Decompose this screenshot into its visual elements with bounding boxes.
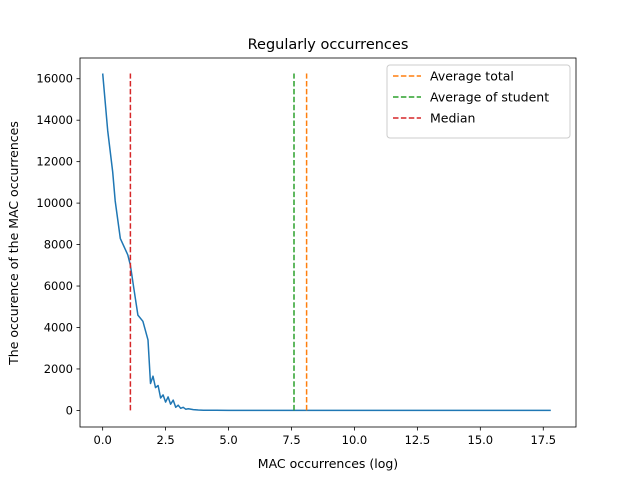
y-tick-label: 6000	[44, 279, 73, 293]
x-tick-label: 10.0	[342, 433, 368, 447]
y-tick-label: 8000	[44, 238, 73, 252]
x-tick-label: 5.0	[219, 433, 237, 447]
legend-label-average-of-student: Average of student	[430, 90, 549, 105]
series-line-data	[101, 73, 551, 412]
plot-area: 0.0 2.5 5.0 7.5 10.0 12.5 15.0 17.5 0 2000 4000 600…	[36, 57, 577, 447]
y-tick-label: 10000	[36, 196, 73, 210]
chart-title: Regularly occurrences	[248, 37, 409, 53]
y-axis-label: The occurence of the MAC occurrences	[6, 121, 21, 366]
x-tick-label: 15.0	[468, 433, 494, 447]
y-tick-label: 16000	[36, 72, 73, 86]
legend-label-median: Median	[430, 111, 475, 126]
legend-label-average-total: Average total	[430, 69, 514, 84]
x-tick-label: 12.5	[405, 433, 431, 447]
legend: Average total Average of student Median	[386, 64, 571, 139]
y-tick-label: 0	[66, 403, 73, 417]
x-tick-label: 17.5	[530, 433, 556, 447]
x-axis-label: MAC occurrences (log)	[258, 456, 398, 471]
y-tick-label: 12000	[36, 155, 73, 169]
x-tick-label: 7.5	[282, 433, 300, 447]
y-tick-label: 4000	[44, 320, 73, 334]
x-tick-label: 0.0	[94, 433, 112, 447]
x-tick-label: 2.5	[156, 433, 174, 447]
y-tick-label: 14000	[36, 113, 73, 127]
y-tick-label: 2000	[44, 362, 73, 376]
legend-box	[386, 64, 571, 139]
axes-frame	[79, 57, 577, 428]
